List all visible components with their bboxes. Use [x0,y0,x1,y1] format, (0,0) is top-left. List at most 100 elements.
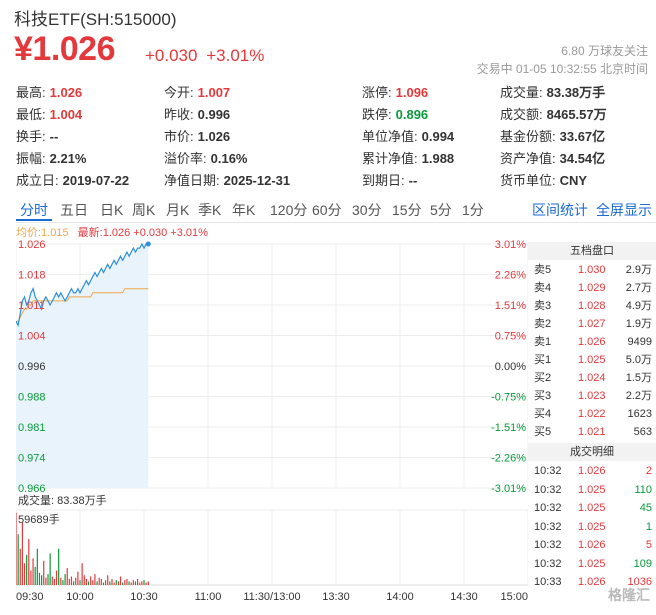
latest-price-dot [145,241,151,247]
stat-cell: 最高: 1.026 [16,83,82,103]
current-price: ¥1.026 [14,30,116,68]
tab-4[interactable]: 月K [166,202,190,218]
stat-label: 成交额: [500,107,543,122]
y-tick-label: 1.026 [18,239,46,251]
tab-6[interactable]: 年K [232,202,256,218]
stat-label: 涨停: [362,85,392,100]
order-level-label: 卖5 [534,264,552,276]
order-level-label: 卖2 [534,318,552,330]
tab-10[interactable]: 15分 [392,202,422,218]
active-tab-underline [16,219,52,221]
trade-detail-title: 成交明细 [528,443,656,461]
stat-value: 0.994 [421,129,455,144]
stat-value: 0.16% [210,151,248,166]
stat-label: 跌停: [362,107,392,122]
tab-1[interactable]: 五日 [60,202,88,218]
stat-value: CNY [559,173,588,188]
pct-tick-label: 1.51% [495,300,526,312]
stat-label: 昨收: [164,107,194,122]
stat-label: 振幅: [16,151,46,166]
avg-price-legend: 均价:1.015 [16,227,69,239]
trade-time: 10:32 [534,539,562,551]
stat-value: 1.026 [49,85,83,100]
volume-title: 成交量: 83.38万手 [18,493,107,507]
order-level-label: 买3 [534,390,552,402]
trade-volume: 5 [645,539,652,551]
interval-stats-link[interactable]: 区间统计 [532,202,588,218]
order-level-label: 卖4 [534,282,552,294]
stat-cell: 跌停: 0.896 [362,105,428,125]
y-tick-label: 0.988 [18,392,46,404]
stat-cell: 成交量: 83.38万手 [500,83,605,103]
stat-value: -- [49,129,59,144]
intraday-chart[interactable]: 1.026 3.01% 1.018 2.26% 1.011 1.51% 1.004 0.75%… [16,238,528,603]
tab-3[interactable]: 周K [132,202,156,218]
stat-value: 0.896 [395,107,429,122]
watermark-logo: 格隆汇 [608,587,650,603]
order-level-price: 1.026 [578,336,606,348]
stat-label: 成立日: [16,173,59,188]
trade-price: 1.026 [578,576,606,588]
tab-5[interactable]: 季K [198,202,222,218]
trade-row: 10:32 1.026 5 [528,536,656,554]
order-level-volume: 1.9万 [625,318,652,330]
stat-value: 83.38万手 [546,85,606,100]
trade-price: 1.025 [578,557,606,570]
stat-value: 8465.57万 [546,107,607,122]
trading-status: 交易中 01-05 10:32:55 北京时间 [476,62,648,76]
pct-tick-label: 3.01% [495,239,526,251]
order-level-volume: 9499 [627,336,652,348]
tab-7[interactable]: 120分 [270,202,308,218]
fullscreen-link[interactable]: 全屏显示 [596,202,652,218]
x-tick-label: 10:00 [66,591,94,603]
order-book-row: 卖4 1.029 2.7万 [528,279,656,297]
order-book-row: 卖2 1.027 1.9万 [528,315,656,333]
stat-cell: 基金份额: 33.67亿 [500,127,605,147]
y-tick-label: 0.996 [18,361,46,373]
stat-cell: 昨收: 0.996 [164,105,230,125]
tab-0[interactable]: 分时 [20,202,48,218]
trade-time: 10:32 [534,465,562,477]
tab-11[interactable]: 5分 [430,202,452,218]
latest-price-legend: 最新:1.026 +0.030 +3.01% [77,227,208,239]
stat-cell: 资产净值: 34.54亿 [500,149,605,169]
order-level-volume: 2.2万 [625,390,652,402]
trade-row: 10:32 1.025 45 [528,499,656,517]
y-tick-label: 1.018 [18,270,46,282]
tab-9[interactable]: 30分 [352,202,382,218]
order-book-title: 五档盘口 [528,242,656,260]
pct-tick-label: 2.26% [495,270,526,282]
y-tick-label: 1.004 [18,331,46,343]
y-tick-label: 0.974 [18,453,46,465]
trade-row: 10:32 1.026 2 [528,462,656,480]
stat-cell: 涨停: 1.096 [362,83,428,103]
stat-value: 1.026 [197,129,231,144]
tab-8[interactable]: 60分 [312,202,342,218]
order-level-price: 1.028 [578,300,606,312]
x-tick-label: 14:30 [450,591,478,603]
stat-label: 市价: [164,129,194,144]
order-book-row: 买4 1.022 1623 [528,405,656,423]
tab-12[interactable]: 1分 [462,202,484,218]
order-level-label: 买5 [534,426,552,438]
order-level-volume: 2.7万 [625,282,652,294]
stat-value: 1.988 [421,151,455,166]
order-level-volume: 4.9万 [625,300,652,312]
stat-label: 累计净值: [362,151,418,166]
stat-label: 今开: [164,85,194,100]
order-level-volume: 5.0万 [625,354,652,366]
order-level-label: 买1 [534,354,552,366]
stat-label: 基金份额: [500,129,556,144]
y-tick-label: 0.966 [18,483,46,495]
tab-2[interactable]: 日K [100,202,124,218]
trade-volume: 2 [645,465,652,477]
order-level-price: 1.030 [578,264,606,276]
order-level-volume: 1.5万 [625,372,652,384]
stat-cell: 市价: 1.026 [164,127,230,147]
stat-value: 2019-07-22 [62,173,130,188]
stat-label: 货币单位: [500,173,556,188]
trade-row: 10:32 1.025 110 [528,481,656,499]
followers-count[interactable]: 6.80 万球友关注 [561,44,648,58]
chart-legend: 均价:1.015 最新:1.026 +0.030 +3.01% [16,224,208,240]
y-tick-label: 0.981 [18,422,46,434]
